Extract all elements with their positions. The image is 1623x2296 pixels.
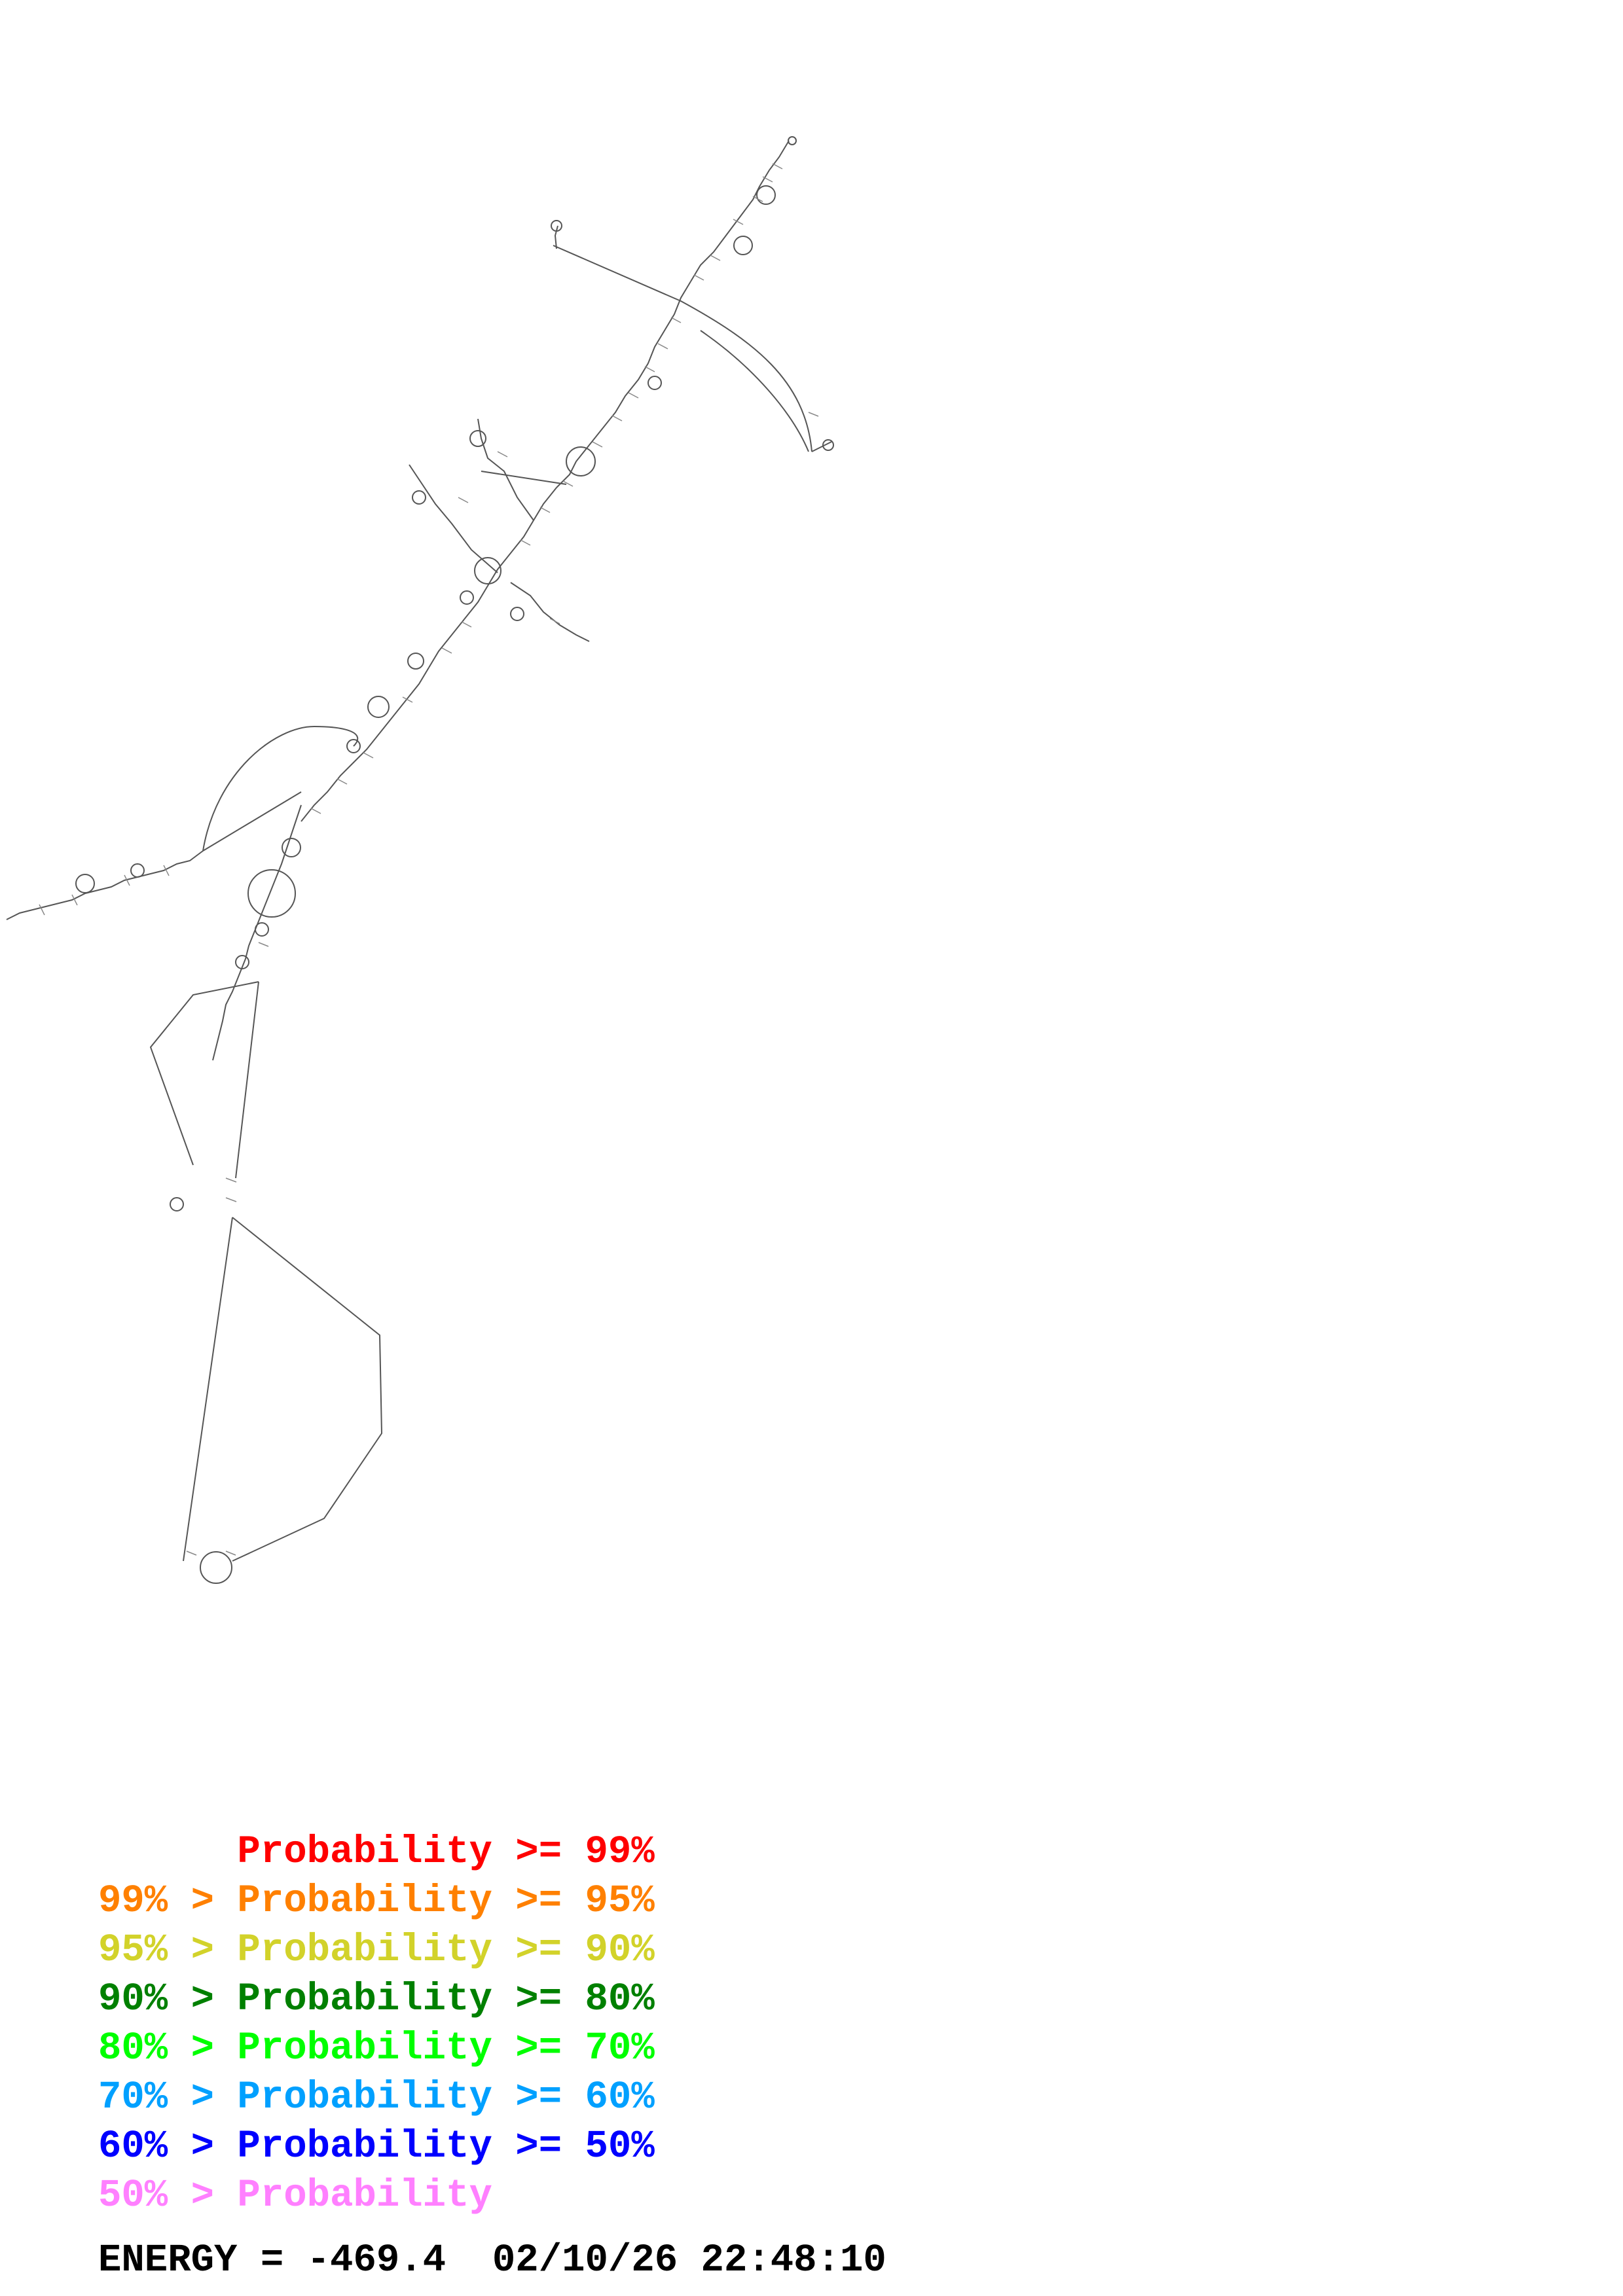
backbone [6,140,832,1562]
legend-line-2: 99% > Probability >= 95% [98,1879,655,1923]
legend-line-7: 60% > Probability >= 50% [98,2125,655,2168]
legend-line-1: Probability >= 99% [98,1830,655,1874]
legend-line-6: 70% > Probability >= 60% [98,2075,655,2119]
left-arm [6,850,204,920]
top-left-hairpin [554,225,558,249]
upper-stem-middle [556,281,691,488]
long-arc-link [811,441,832,452]
base-pairs [39,163,819,1556]
long-arc-inner [700,330,809,452]
upper-stem-top [690,140,790,282]
hairpin-top [551,220,562,232]
loop-lower-1 [282,838,301,857]
loop-mid-2 [367,696,390,718]
loop-top-2 [733,236,753,255]
loop-lower-2 [247,869,296,918]
loop-lower-3 [255,922,269,937]
legend-line-4: 90% > Probability >= 80% [98,1977,655,2021]
bottom-loop-right [232,1217,383,1562]
loop-lower-4 [235,955,249,969]
loop-left-2 [412,490,426,505]
center-cross-link [481,471,567,485]
long-arc [553,245,812,452]
center-branch-right [510,582,590,642]
center-branch-left [409,464,498,573]
open-loop-return [235,981,259,1179]
loops [75,136,834,1584]
center-stem [428,487,557,668]
loop-bottom-1 [200,1551,232,1584]
hairpin-right [822,439,834,451]
lower-stem [301,667,429,822]
rna-secondary-structure [6,136,834,1584]
energy-and-timestamp: ENERGY = -469.4 02/10/26 22:48:10 [98,2238,886,2282]
left-multiloop-arc [202,725,359,852]
loop-left-arm-1 [75,874,95,893]
descending-stem [245,804,302,960]
center-branch-upper [477,418,534,521]
legend-line-5: 80% > Probability >= 70% [98,2026,655,2070]
loop-center-2 [460,590,474,605]
legend-line-8: 50% > Probability [98,2174,492,2217]
loop-left-arm-2 [130,863,145,878]
hairpin-tip-top [788,136,797,145]
loop-right-1 [510,607,524,621]
loop-bottom-2 [170,1197,184,1211]
legend-line-3: 95% > Probability >= 90% [98,1928,655,1972]
loop-upper-2 [647,376,662,390]
descending-stem-b [212,958,246,1061]
loop-top-1 [756,185,776,205]
bottom-loop-left [183,1217,233,1562]
loop-left-1 [469,430,486,447]
open-loop-upper [149,981,259,1166]
loop-upper-1 [566,446,596,476]
loop-mid-1 [407,653,424,670]
loop-mid-3 [346,739,361,753]
left-multiloop-chord [202,791,302,852]
loop-center [474,557,501,584]
